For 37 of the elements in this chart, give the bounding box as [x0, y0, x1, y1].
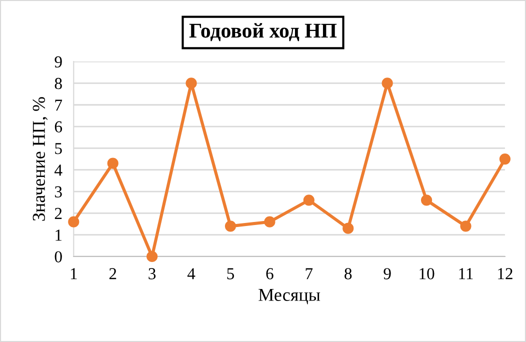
- point: [460, 220, 472, 232]
- x-tick-label: 3: [148, 268, 156, 280]
- y-axis-title: Значение НП, %: [32, 97, 48, 221]
- y-tick-label: 9: [54, 56, 62, 68]
- point: [146, 250, 158, 262]
- y-tick-label: 5: [55, 143, 62, 154]
- x-tick-label: 8: [344, 268, 352, 280]
- x-tick-label: 10: [420, 268, 434, 280]
- point: [186, 78, 197, 89]
- point: [107, 158, 118, 169]
- y-tick-label: 6: [54, 121, 62, 132]
- x-tick-label: 12: [498, 268, 512, 280]
- x-tick-label: 1: [70, 268, 77, 280]
- x-tick-label: 9: [384, 268, 391, 280]
- x-tick-label: 11: [459, 268, 473, 280]
- point: [382, 78, 393, 89]
- point: [420, 194, 432, 206]
- y-tick-label: 1: [56, 230, 62, 241]
- x-tick-label: 4: [187, 268, 196, 280]
- y-tick-label: 0: [54, 251, 62, 262]
- y-tick-label: 7: [55, 100, 62, 111]
- x-tick-label: 6: [266, 268, 274, 280]
- y-tick-label: 2: [54, 208, 62, 219]
- y-tick-label: 4: [54, 164, 62, 176]
- point: [342, 222, 354, 234]
- point: [499, 153, 511, 165]
- x-tick-label: 2: [109, 268, 116, 280]
- point: [264, 216, 276, 228]
- x-axis-title: Месяцы: [258, 288, 320, 304]
- x-tick-label: 7: [306, 268, 313, 280]
- point: [303, 194, 314, 206]
- y-tick-label: 3: [54, 186, 62, 198]
- point: [68, 216, 80, 228]
- y-tick-label: 8: [54, 78, 62, 90]
- chart-title: Годовой ход НП: [189, 23, 337, 42]
- point: [224, 220, 236, 232]
- x-tick-label: 5: [227, 268, 234, 280]
